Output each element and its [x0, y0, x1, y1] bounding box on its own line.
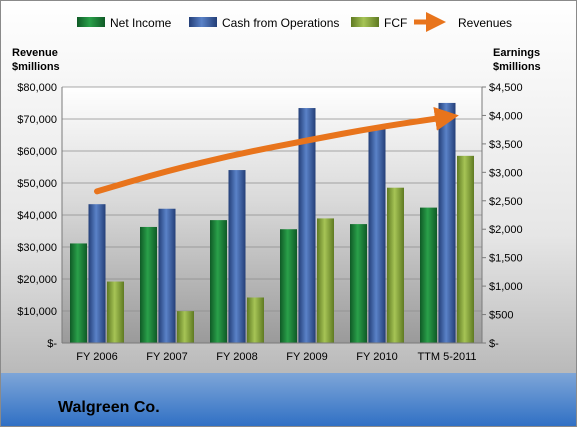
bar-fcf: [387, 187, 404, 343]
bar-cash-from-operations: [228, 170, 246, 343]
legend-item-revenues: Revenues: [414, 12, 512, 32]
legend-label-net-income: Net Income: [110, 16, 172, 30]
category-label: FY 2007: [146, 351, 187, 363]
bar-net-income: [210, 220, 227, 343]
left-axis-title-line1: Revenue: [12, 47, 58, 59]
legend-swatch-fcf: [351, 17, 379, 27]
bar-cash-from-operations: [438, 102, 456, 343]
bar-net-income: [350, 224, 367, 343]
right-tick-label: $500: [489, 310, 513, 322]
revenue-line-group: [94, 106, 459, 195]
left-tick-label: $60,000: [17, 146, 57, 158]
right-tick-label: $3,500: [489, 139, 523, 151]
legend-label-revenues: Revenues: [458, 16, 512, 30]
bar-net-income: [420, 207, 437, 343]
bar-net-income: [280, 229, 297, 343]
bar-cash-from-operations: [298, 108, 316, 343]
bar-fcf: [177, 311, 194, 343]
category-label: FY 2010: [356, 351, 397, 363]
right-tick-label: $3,000: [489, 167, 523, 179]
left-tick-label: $40,000: [17, 210, 57, 222]
bar-cash-from-operations: [88, 204, 106, 343]
right-tick-label: $1,500: [489, 253, 523, 265]
bar-fcf: [457, 155, 474, 343]
bar-cash-from-operations: [158, 208, 176, 343]
right-tick-label: $1,000: [489, 281, 523, 293]
left-tick-label: $20,000: [17, 274, 57, 286]
left-axis-title-line2: $millions: [12, 61, 60, 73]
footer-band: [0, 373, 577, 427]
right-tick-label: $4,500: [489, 82, 523, 94]
left-tick-label: $50,000: [17, 178, 57, 190]
left-tick-label: $80,000: [17, 82, 57, 94]
right-tick-label: $4,000: [489, 110, 523, 122]
legend-label-fcf: FCF: [384, 16, 407, 30]
right-tick-label: $2,000: [489, 224, 523, 236]
legend-label-cfo: Cash from Operations: [222, 16, 339, 30]
legend-item-fcf: FCF: [351, 16, 407, 30]
legend-swatch-cfo: [189, 17, 217, 27]
bar-net-income: [140, 226, 157, 343]
category-label: FY 2008: [216, 351, 257, 363]
bar-net-income: [70, 243, 87, 343]
revenue-line: [94, 106, 459, 195]
right-axis-title-line1: Earnings: [493, 47, 540, 59]
left-tick-label: $70,000: [17, 114, 57, 126]
legend-swatch-net-income: [77, 17, 105, 27]
axes: $- $10,000 $20,000 $30,000 $40,000 $50,000 $60…: [17, 82, 522, 363]
bar-group: [70, 102, 474, 343]
bar-fcf: [247, 297, 264, 343]
left-tick-label: $-: [47, 338, 57, 350]
category-label: FY 2006: [76, 351, 117, 363]
right-axis-title-line2: $millions: [493, 61, 541, 73]
legend: Net Income Cash from Operations FCF Reve…: [77, 12, 512, 32]
right-tick-label: $-: [489, 338, 499, 350]
legend-item-cfo: Cash from Operations: [189, 16, 339, 30]
bar-fcf: [317, 218, 334, 343]
company-name: Walgreen Co.: [58, 399, 160, 416]
right-tick-label: $2,500: [489, 196, 523, 208]
legend-item-net-income: Net Income: [77, 16, 172, 30]
bar-fcf: [107, 281, 124, 343]
bar-cash-from-operations: [368, 128, 386, 343]
left-tick-label: $30,000: [17, 242, 57, 254]
category-label: TTM 5-2011: [417, 351, 476, 363]
category-label: FY 2009: [286, 351, 327, 363]
left-tick-label: $10,000: [17, 306, 57, 318]
